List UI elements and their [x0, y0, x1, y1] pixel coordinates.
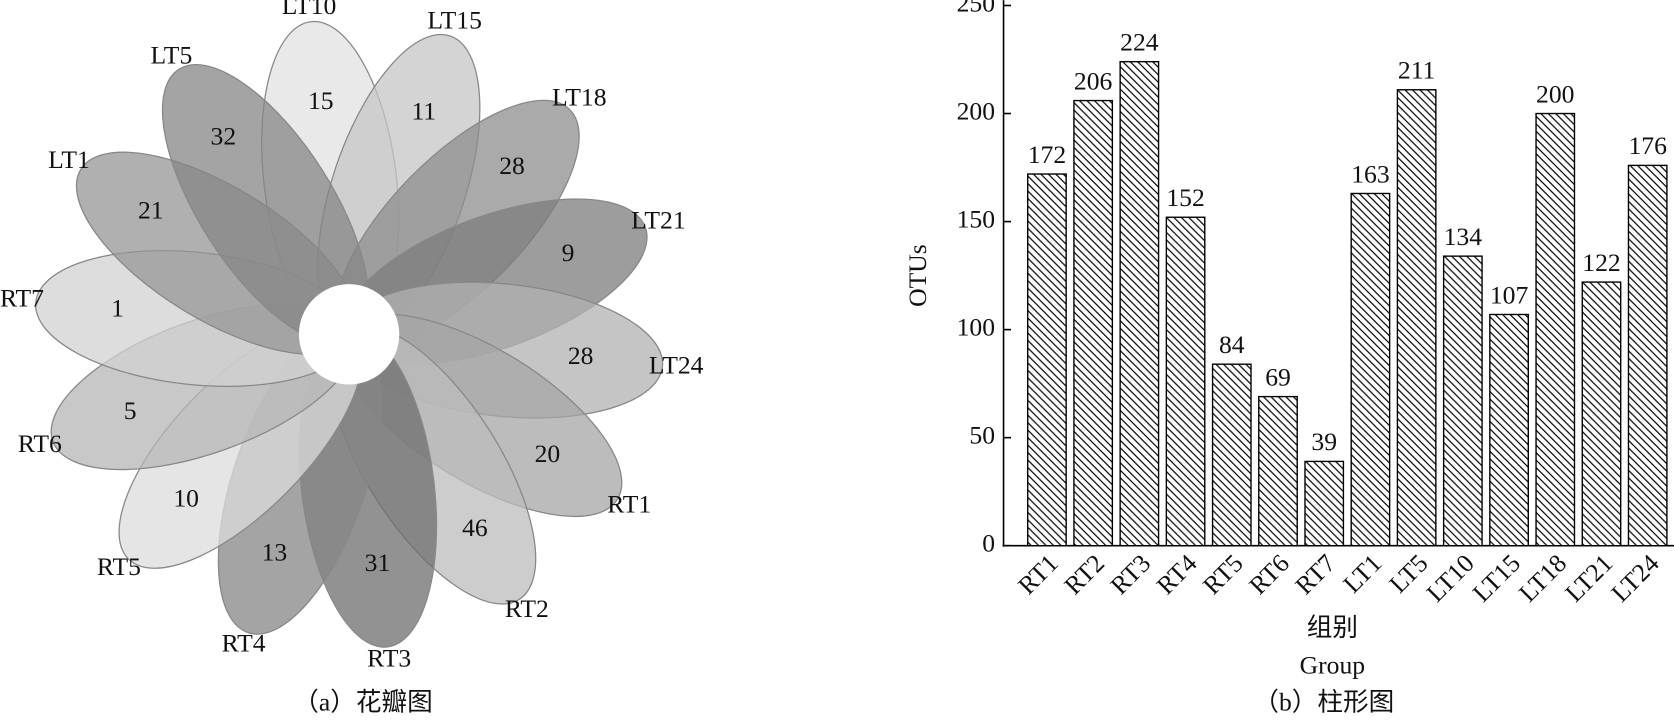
value-label: 172: [1028, 140, 1066, 169]
bar: [1489, 313, 1529, 547]
x-axis-title: 组别: [1307, 613, 1358, 642]
bar: [1165, 216, 1206, 547]
y-tick-label: 150: [957, 204, 995, 233]
x-tick-label: LT1: [1337, 549, 1387, 599]
value-label: 39: [1311, 427, 1337, 456]
value-label: 176: [1628, 131, 1667, 160]
petal-value: 1: [111, 293, 124, 322]
bar: [1535, 112, 1576, 547]
petal-value: 11: [411, 97, 436, 126]
petal-label: RT7: [0, 284, 44, 313]
x-tick-label: RT2: [1058, 549, 1110, 601]
value-label: 224: [1120, 27, 1159, 56]
petal-label: LT10: [282, 0, 337, 20]
bar: [1258, 395, 1298, 547]
y-tick-label: 100: [957, 312, 995, 341]
petal-label: RT4: [222, 629, 266, 658]
petal-value: 9: [562, 238, 575, 267]
value-label: 206: [1074, 66, 1113, 95]
y-tick-label: 200: [957, 96, 995, 125]
petal-label: LT15: [427, 6, 482, 35]
bar: [1211, 363, 1252, 547]
petal-label: LT21: [631, 205, 686, 234]
petal-value: 28: [499, 151, 525, 180]
bar: [1396, 89, 1437, 547]
value-label: 163: [1351, 159, 1389, 188]
y-axis-title: OTUs: [903, 244, 932, 307]
value-label: 152: [1166, 183, 1204, 212]
petal-value: 28: [568, 341, 594, 370]
x-tick-label: RT7: [1290, 548, 1342, 600]
bar: [1304, 460, 1345, 547]
bar: [1119, 60, 1160, 547]
x-tick-label: LT18: [1513, 549, 1572, 608]
bar: [1627, 164, 1668, 547]
petal-value: 10: [173, 483, 199, 512]
petal-value: 46: [462, 513, 488, 542]
petal-label: LT5: [151, 41, 193, 70]
petal-label: RT6: [18, 429, 62, 458]
value-label: 84: [1219, 330, 1245, 359]
value-label: 122: [1582, 248, 1620, 277]
petal-value: 32: [211, 121, 237, 150]
petal-label: LT1: [48, 145, 90, 174]
petal-label: LT18: [552, 82, 607, 111]
core: [298, 284, 400, 385]
y-tick-label: 0: [982, 529, 995, 558]
x-tick-label: LT10: [1421, 549, 1480, 608]
bar: [1442, 255, 1483, 547]
petal-value: 5: [124, 396, 137, 425]
petal-label: RT2: [505, 594, 549, 623]
petal-value: 13: [262, 538, 288, 567]
x-tick-label: LT21: [1559, 549, 1618, 608]
petal-value: 15: [308, 86, 334, 115]
value-label: 69: [1265, 362, 1291, 391]
petal-label: RT1: [607, 489, 651, 518]
caption: （a）花瓣图: [293, 688, 432, 717]
petal-value: 31: [365, 548, 391, 577]
petal-label: RT3: [367, 644, 411, 673]
x-axis-subtitle: Group: [1300, 650, 1365, 679]
bar: [1027, 173, 1067, 547]
bar: [1350, 192, 1391, 547]
petal-value: 21: [138, 195, 164, 224]
caption: （b）柱形图: [1253, 688, 1394, 717]
x-tick-label: RT5: [1197, 549, 1249, 601]
y-tick-label: 250: [957, 0, 995, 17]
value-label: 200: [1536, 79, 1574, 108]
y-tick-label: 50: [969, 421, 995, 450]
x-tick-label: RT6: [1243, 548, 1295, 600]
value-label: 107: [1490, 280, 1529, 309]
x-tick-label: RT4: [1151, 548, 1203, 600]
bar: [1073, 99, 1114, 547]
x-tick-label: LT24: [1606, 548, 1665, 607]
value-label: 211: [1398, 56, 1435, 85]
bar: [1581, 281, 1622, 547]
petal-value: 20: [535, 439, 561, 468]
value-label: 134: [1444, 222, 1483, 251]
petal-label: LT24: [649, 351, 704, 380]
x-tick-label: RT3: [1105, 549, 1157, 601]
x-tick-label: LT15: [1467, 549, 1526, 608]
x-tick-label: RT1: [1012, 549, 1064, 601]
petal-label: RT5: [97, 552, 141, 581]
